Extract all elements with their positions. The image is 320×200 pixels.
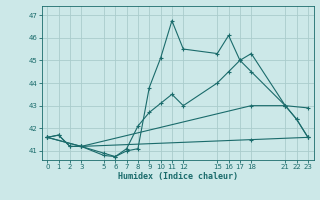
X-axis label: Humidex (Indice chaleur): Humidex (Indice chaleur): [118, 172, 237, 181]
